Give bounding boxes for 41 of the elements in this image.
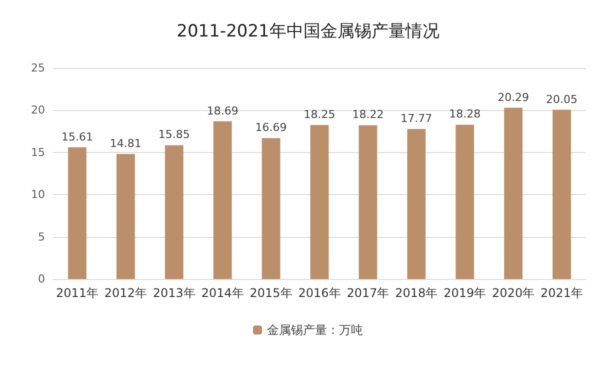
- data-label: 18.22: [352, 108, 384, 122]
- x-tick-label: 2016年: [298, 286, 341, 300]
- x-tick-label: 2011年: [56, 286, 98, 300]
- data-label: 15.85: [158, 128, 190, 142]
- data-label: 20.29: [498, 90, 530, 104]
- bar: [116, 154, 135, 279]
- data-label: 16.69: [255, 121, 287, 134]
- x-tick-label: 2017年: [346, 286, 390, 300]
- data-label: 14.81: [110, 137, 142, 150]
- bar: [310, 124, 329, 279]
- y-tick-label: 5: [38, 230, 45, 244]
- data-label: 18.69: [206, 104, 238, 118]
- x-tick-label: 2020年: [492, 286, 535, 300]
- legend-label: 金属锡产量：万吨: [267, 323, 363, 337]
- x-tick-label: 2012年: [104, 286, 147, 300]
- data-label: 18.28: [449, 108, 481, 121]
- y-tick-label: 20: [31, 104, 45, 117]
- x-tick-label: 2015年: [250, 286, 292, 300]
- bar: [213, 121, 232, 279]
- y-tick-label: 0: [38, 272, 45, 286]
- data-label: 15.61: [61, 130, 93, 144]
- bar: [504, 108, 523, 279]
- data-label: 18.25: [304, 108, 336, 121]
- y-tick-label: 25: [31, 62, 45, 74]
- y-tick-label: 10: [31, 188, 45, 202]
- bar: [407, 129, 426, 279]
- bar: [456, 124, 474, 279]
- x-tick-label: 2018年: [395, 286, 438, 300]
- x-tick-label: 2014年: [201, 286, 244, 300]
- data-label: 17.77: [400, 112, 432, 126]
- x-tick-label: 2013年: [152, 286, 196, 300]
- bar: [552, 110, 571, 279]
- data-label: 20.05: [546, 92, 578, 106]
- bar: [164, 145, 184, 279]
- x-tick-label: 2019年: [444, 286, 486, 300]
- bar: [262, 138, 280, 279]
- y-tick-label: 15: [31, 146, 45, 159]
- x-tick-label: 2021年: [540, 286, 584, 300]
- chart-title: 2011-2021年中国金属锡产量情况: [176, 22, 440, 42]
- bar: [68, 147, 86, 279]
- bar: [358, 125, 378, 279]
